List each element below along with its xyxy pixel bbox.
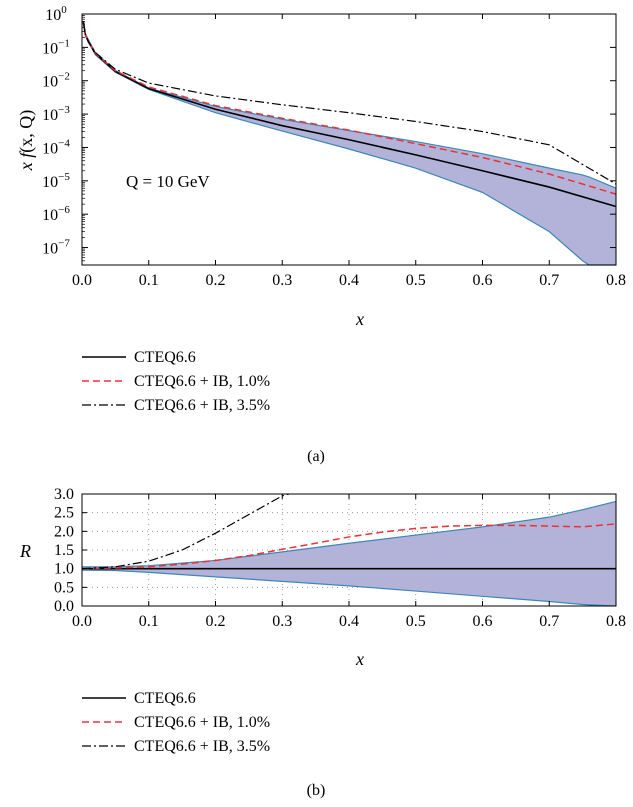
panel-a-y-axis-label-part2: (x, Q) [16, 110, 37, 153]
panel-a-marks [82, 21, 617, 266]
panel-a-x-tick-label-3: 0.3 [272, 272, 292, 289]
panel-b-x-tick-label-1: 0.1 [139, 613, 159, 630]
panel-b-x-tick-label-5: 0.5 [406, 613, 426, 630]
panel-a-y-tick-label-4: 10−4 [42, 137, 70, 157]
panel-a-y-axis-label-part1: x f [16, 150, 36, 171]
panel-b-marks [81, 493, 617, 607]
panel-b-label: (b) [307, 782, 326, 799]
panel-b-y-tick-label-2: 1.0 [54, 561, 74, 578]
panel-a-legend-label-0: CTEQ6.6 [134, 349, 196, 366]
panel-a-y-tick-label-5: 10−5 [42, 171, 70, 191]
panel-a-y-tick-label-2: 10−2 [42, 71, 70, 91]
panel-a-x-tick-label-0: 0.0 [72, 272, 92, 289]
panel-b-x-axis-label: x [355, 649, 364, 669]
panel-a-x-tick-label-4: 0.4 [339, 272, 359, 289]
panel-b-legend-label-0: CTEQ6.6 [134, 690, 196, 707]
panel-b-y-tick-label-4: 2.0 [54, 523, 74, 540]
panel-a-legend-label-1: CTEQ6.6 + IB, 1.0% [134, 373, 270, 390]
panel-a-label: (a) [307, 448, 325, 465]
panel-b-legend-label-2: CTEQ6.6 + IB, 3.5% [134, 738, 270, 755]
panel-a-x-tick-label-1: 0.1 [139, 272, 159, 289]
panel-b-x-ticks: 0.0 0.1 0.2 0.3 0.4 0.5 0.6 0.7 0.8 [72, 494, 626, 630]
panel-b-y-axis-label: R [19, 541, 31, 561]
panel-b-legend: CTEQ6.6 CTEQ6.6 + IB, 1.0% CTEQ6.6 + IB, 3… [82, 690, 270, 755]
panel-b-x-tick-label-6: 0.6 [473, 613, 493, 630]
panel-a-band-lower-edge [84, 35, 616, 266]
panel-b-series-line-2 [81, 493, 290, 570]
panel-a-y-tick-label-7: 10−7 [42, 238, 70, 258]
panel-a-y-axis-label: x f(x, Q) [16, 110, 37, 172]
panel-a-legend: CTEQ6.6 CTEQ6.6 + IB, 1.0% CTEQ6.6 + IB, 3… [82, 349, 270, 414]
panel-b-y-tick-label-6: 3.0 [54, 486, 74, 503]
panel-b-y-tick-label-5: 2.5 [54, 505, 74, 522]
panel-a-x-tick-label-2: 0.2 [206, 272, 226, 289]
panel-b-y-tick-label-0: 0.0 [54, 598, 74, 615]
panel-a-x-tick-label-6: 0.6 [473, 272, 493, 289]
panel-b-legend-label-1: CTEQ6.6 + IB, 1.0% [134, 714, 270, 731]
panel-b-x-tick-label-4: 0.4 [339, 613, 359, 630]
panel-a-x-tick-label-8: 0.8 [606, 272, 626, 289]
panel-b-band-upper-edge [82, 500, 617, 568]
panel-a-annotation: Q = 10 GeV [126, 172, 210, 191]
panel-a-x-tick-label-5: 0.5 [406, 272, 426, 289]
panel-a-y-tick-label-0: 100 [45, 4, 67, 24]
panel-a-legend-label-2: CTEQ6.6 + IB, 3.5% [134, 397, 270, 414]
panel-b-band-lower-edge [81, 569, 617, 607]
panel-a-y-tick-label-6: 10−6 [42, 204, 70, 224]
panel-a-band-upper-edge [84, 33, 617, 189]
panel-a-y-ticks: 100 10−1 10−2 10−3 10−4 10−5 10−6 10−7 [42, 4, 616, 266]
panel-b-y-tick-label-3: 1.5 [54, 542, 74, 559]
panel-b-x-tick-label-0: 0.0 [72, 613, 92, 630]
panel-a-uncertainty-band [85, 34, 617, 266]
panel-a-y-tick-label-1: 10−1 [42, 37, 70, 57]
panel-a-series-line-2 [82, 21, 617, 185]
panel-b-x-tick-label-2: 0.2 [206, 613, 226, 630]
panel-b-x-tick-label-8: 0.8 [606, 613, 626, 630]
panel-a-series-line-1 [82, 21, 617, 195]
panel-b-x-tick-label-7: 0.7 [539, 613, 559, 630]
panel-a: 0.0 0.1 0.2 0.3 0.4 0.5 0.6 0.7 0.8 10010−110−21… [16, 4, 626, 465]
panel-b-y-tick-label-1: 0.5 [54, 579, 74, 596]
panel-b: 0.0 0.1 0.2 0.3 0.4 0.5 0.6 0.7 0.8 0.00.51.01.5… [19, 486, 626, 799]
panel-b-series-line-1 [81, 523, 617, 570]
panel-a-x-axis-label: x [355, 309, 364, 329]
panel-a-x-tick-label-7: 0.7 [539, 272, 559, 289]
panel-b-x-tick-label-3: 0.3 [272, 613, 292, 630]
panel-a-y-tick-label-3: 10−3 [42, 104, 70, 124]
panel-a-x-ticks: 0.0 0.1 0.2 0.3 0.4 0.5 0.6 0.7 0.8 [72, 14, 626, 289]
panel-b-y-ticks: 0.0 0.51.0 1.5 2.02.5 3.0 [54, 486, 87, 615]
panel-b-uncertainty-band [82, 501, 616, 606]
